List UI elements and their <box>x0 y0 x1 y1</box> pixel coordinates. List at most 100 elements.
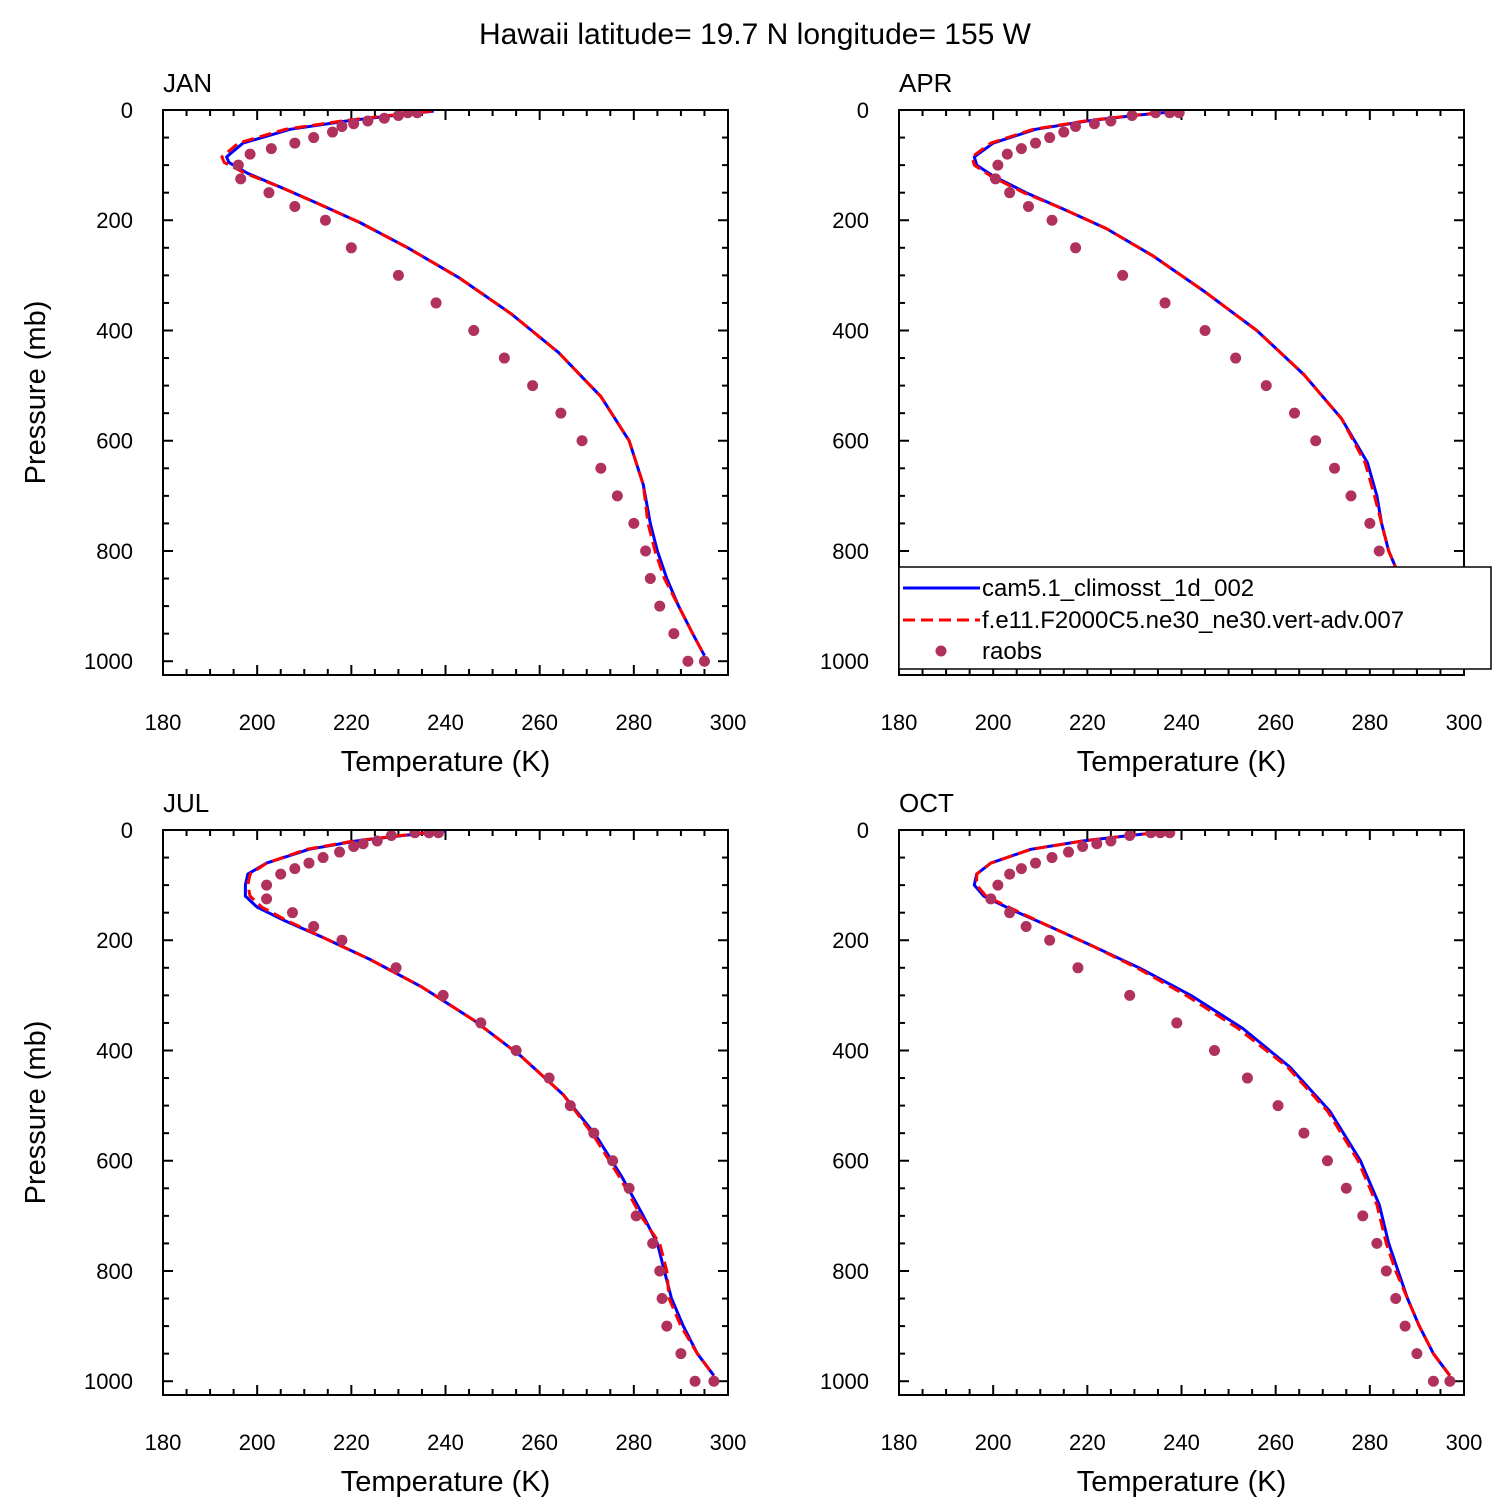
raobs-point <box>261 879 273 891</box>
legend-label: raobs <box>982 638 1042 665</box>
panel-label: JAN <box>163 68 212 98</box>
raobs-point <box>327 126 338 138</box>
raobs-point <box>498 352 510 364</box>
raobs-point <box>409 830 421 839</box>
raobs-point <box>289 863 301 875</box>
chart-panel-jan: 180 200 220 240 260 280 300 0 200 400 600 800 1000 JA… <box>20 68 746 778</box>
raobs-point <box>1004 868 1016 880</box>
series-line-vert-adv <box>246 830 716 1377</box>
legend-marker-raobs <box>935 645 947 657</box>
raobs-point <box>992 879 1004 891</box>
x-tick-label: 280 <box>1351 1430 1388 1455</box>
raobs-point <box>1015 143 1027 155</box>
raobs-point <box>1364 517 1376 529</box>
raobs-point <box>708 1375 720 1387</box>
plot-frame <box>898 109 1465 676</box>
raobs-point <box>1030 857 1042 869</box>
raobs-point <box>1070 121 1082 133</box>
raobs-point <box>345 242 357 254</box>
raobs-point <box>1164 830 1176 839</box>
y-tick-label: 1000 <box>84 649 133 674</box>
raobs-point <box>263 187 275 199</box>
raobs-point <box>623 1182 635 1194</box>
raobs-point <box>543 1072 555 1084</box>
plot-frame <box>898 829 1465 1396</box>
panels: 180 200 220 240 260 280 300 0 200 400 600 800 1000 JA… <box>20 68 1492 1498</box>
raobs-point <box>468 324 480 336</box>
raobs-point <box>1150 110 1162 119</box>
raobs-point <box>261 893 273 905</box>
raobs-point <box>1072 962 1084 974</box>
panel-label: APR <box>899 68 952 98</box>
raobs-point <box>1411 1348 1423 1360</box>
x-tick-label: 240 <box>1163 1430 1200 1455</box>
raobs-point <box>432 830 444 839</box>
x-tick-label: 300 <box>1446 1430 1483 1455</box>
raobs-point <box>992 159 1004 171</box>
y-tick-label: 600 <box>96 429 133 454</box>
y-tick-label: 600 <box>832 1149 869 1174</box>
y-tick-label: 0 <box>121 98 133 123</box>
raobs-point <box>1199 324 1211 336</box>
series-line-cam5 <box>225 110 706 657</box>
raobs-point <box>1058 126 1070 138</box>
raobs-point <box>661 1320 673 1332</box>
raobs-point <box>1126 110 1138 122</box>
y-tick-label: 800 <box>96 1259 133 1284</box>
raobs-point <box>1077 841 1089 853</box>
y-tick-label: 200 <box>96 928 133 953</box>
raobs-point <box>985 893 997 905</box>
y-tick-label: 600 <box>832 429 869 454</box>
raobs-point <box>1046 852 1058 864</box>
raobs-point <box>475 1017 487 1029</box>
raobs-point <box>1117 269 1129 281</box>
raobs-point <box>1373 545 1385 557</box>
raobs-point <box>1345 490 1357 502</box>
raobs-point <box>1004 907 1016 919</box>
y-tick-label: 400 <box>96 1038 133 1063</box>
raobs-point <box>510 1044 522 1056</box>
raobs-point <box>1230 352 1242 364</box>
raobs-point <box>1329 462 1341 474</box>
raobs-point <box>357 838 369 850</box>
x-tick-label: 220 <box>1069 1430 1106 1455</box>
raobs-point <box>1164 110 1176 119</box>
x-tick-label: 220 <box>1069 710 1106 735</box>
series-line-vert-adv <box>220 110 706 657</box>
raobs-point <box>564 1100 576 1112</box>
raobs-point <box>392 269 404 281</box>
raobs-point <box>317 852 329 864</box>
raobs-point <box>244 148 256 160</box>
raobs-point <box>1260 380 1272 392</box>
raobs-point <box>1390 1293 1402 1305</box>
raobs-point <box>630 1210 642 1222</box>
y-tick-label: 800 <box>96 539 133 564</box>
raobs-point <box>289 200 301 212</box>
raobs-point <box>232 159 244 171</box>
raobs-point <box>392 110 404 122</box>
y-tick-label: 600 <box>96 1149 133 1174</box>
raobs-point <box>1105 835 1117 847</box>
series-line-cam5 <box>972 830 1452 1377</box>
series-line-cam5 <box>243 830 716 1377</box>
x-tick-label: 260 <box>521 710 558 735</box>
y-tick-label: 0 <box>857 818 869 843</box>
raobs-point <box>644 573 656 585</box>
plot-area <box>970 110 1446 667</box>
raobs-point <box>402 110 414 119</box>
legend-label: cam5.1_climosst_1d_002 <box>982 575 1254 602</box>
raobs-point <box>1105 115 1117 127</box>
raobs-point <box>656 1293 668 1305</box>
raobs-point <box>675 1348 687 1360</box>
raobs-point <box>555 407 567 419</box>
figure-title: Hawaii latitude= 19.7 N longitude= 155 W <box>479 18 1032 51</box>
raobs-point <box>1044 132 1056 144</box>
raobs-point <box>1241 1072 1253 1084</box>
raobs-point <box>1399 1320 1411 1332</box>
raobs-point <box>265 143 277 155</box>
raobs-point <box>647 1237 659 1249</box>
x-tick-label: 220 <box>333 1430 370 1455</box>
raobs-point <box>308 920 320 932</box>
x-tick-label: 300 <box>710 1430 747 1455</box>
